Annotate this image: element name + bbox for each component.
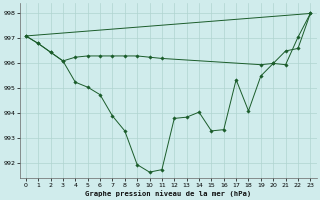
X-axis label: Graphe pression niveau de la mer (hPa): Graphe pression niveau de la mer (hPa) — [85, 190, 251, 197]
